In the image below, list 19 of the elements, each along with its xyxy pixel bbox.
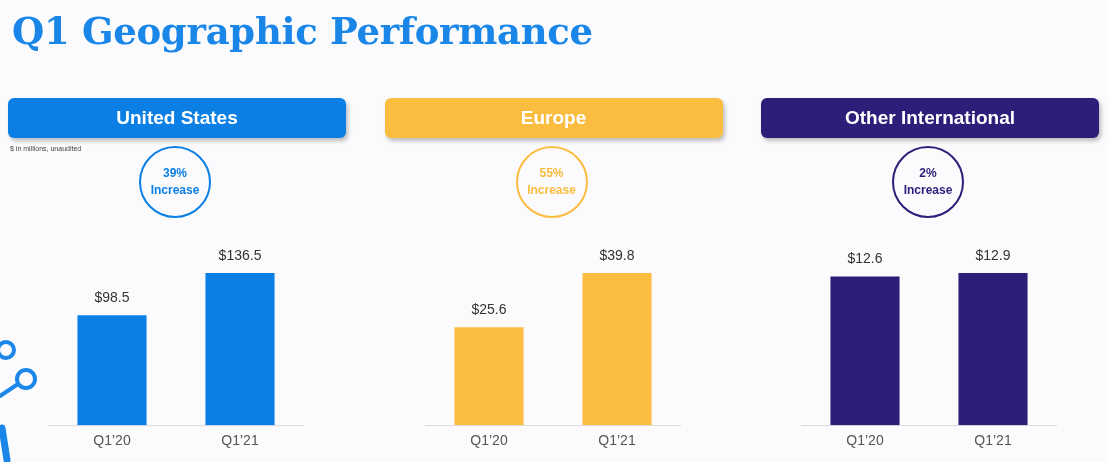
data-label: $12.9 — [975, 246, 1011, 263]
chart-title: United States — [116, 107, 238, 129]
text: 39% Increase — [149, 165, 201, 199]
data-label: $25.6 — [470, 301, 507, 318]
x-tick-label: Q1’20 — [93, 432, 131, 449]
x-tick-label: Q1’21 — [597, 432, 636, 449]
x-tick-label: Q1’21 — [974, 432, 1012, 449]
x-tick-label: Q1’20 — [846, 432, 884, 449]
data-label: $98.5 — [94, 289, 130, 306]
data-label: $136.5 — [218, 246, 262, 263]
text: 55% Increase — [526, 165, 577, 199]
text: Q1 Geographic Performance — [12, 9, 593, 53]
x-tick-label: Q1’21 — [221, 432, 259, 449]
x-tick-label: Q1’20 — [469, 432, 508, 449]
data-label: $12.6 — [847, 250, 883, 267]
text: 2% Increase — [902, 165, 954, 199]
chart-title: Europe — [520, 107, 587, 129]
data-label: $39.8 — [598, 246, 635, 263]
chart-title: Other International — [845, 107, 1015, 129]
